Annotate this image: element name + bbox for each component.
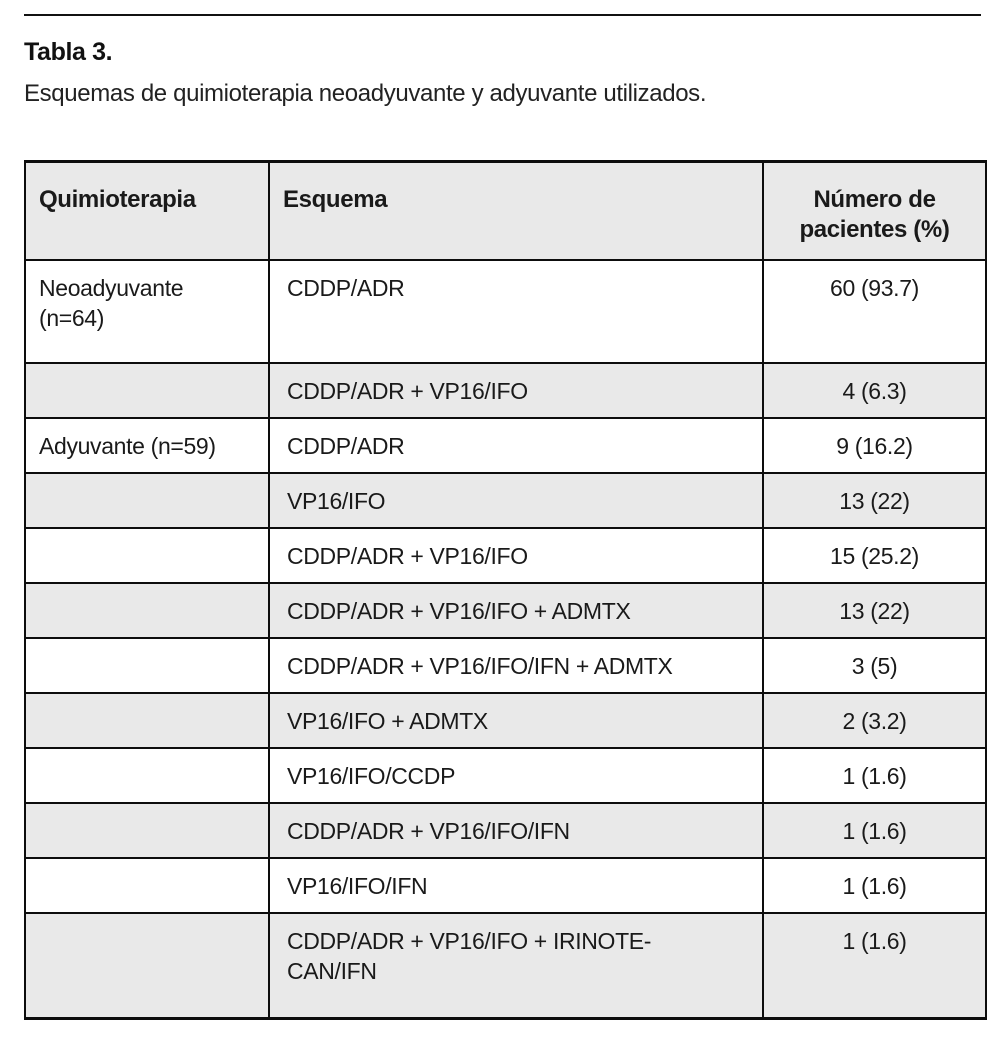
cell-quimioterapia [24, 362, 270, 419]
table-title: Tabla 3. [24, 38, 113, 66]
table-row: CDDP/ADR + VP16/IFO 4 (6.3) [24, 362, 987, 419]
cell-esquema: CDDP/ADR [268, 417, 764, 474]
cell-numero-pacientes: 15 (25.2) [762, 527, 987, 584]
cell-numero-pacientes: 2 (3.2) [762, 692, 987, 749]
cell-numero-pacientes: 1 (1.6) [762, 912, 987, 1020]
table-row: VP16/IFO/CCDP 1 (1.6) [24, 747, 987, 804]
cell-quimioterapia [24, 527, 270, 584]
table-row: VP16/IFO + ADMTX 2 (3.2) [24, 692, 987, 749]
cell-numero-pacientes: 13 (22) [762, 582, 987, 639]
cell-numero-pacientes: 1 (1.6) [762, 802, 987, 859]
table-row: CDDP/ADR + VP16/IFO + ADMTX 13 (22) [24, 582, 987, 639]
cell-esquema: CDDP/ADR + VP16/IFO/IFN + ADMTX [268, 637, 764, 694]
cell-quimioterapia [24, 582, 270, 639]
cell-quimioterapia [24, 747, 270, 804]
cell-esquema: CDDP/ADR + VP16/IFO/IFN [268, 802, 764, 859]
cell-esquema: CDDP/ADR + VP16/IFO [268, 527, 764, 584]
cell-esquema: CDDP/ADR + VP16/IFO + IRINOTE- CAN/IFN [268, 912, 764, 1020]
cell-quimioterapia: Neoadyuvante (n=64) [24, 259, 270, 364]
table-body: Neoadyuvante (n=64) CDDP/ADR 60 (93.7) C… [24, 259, 987, 1020]
cell-esquema: VP16/IFO/IFN [268, 857, 764, 914]
cell-esquema: CDDP/ADR + VP16/IFO [268, 362, 764, 419]
cell-numero-pacientes: 13 (22) [762, 472, 987, 529]
table-row: CDDP/ADR + VP16/IFO 15 (25.2) [24, 527, 987, 584]
column-header-numero-pacientes: Número de pacientes (%) [762, 160, 987, 261]
cell-esquema: CDDP/ADR [268, 259, 764, 364]
cell-numero-pacientes: 60 (93.7) [762, 259, 987, 364]
cell-quimioterapia [24, 472, 270, 529]
table-row: VP16/IFO/IFN 1 (1.6) [24, 857, 987, 914]
cell-quimioterapia [24, 637, 270, 694]
cell-esquema: VP16/IFO + ADMTX [268, 692, 764, 749]
cell-numero-pacientes: 1 (1.6) [762, 747, 987, 804]
top-divider-rule [24, 14, 981, 16]
table-caption: Esquemas de quimioterapia neoadyuvante y… [24, 80, 707, 107]
table-row: Neoadyuvante (n=64) CDDP/ADR 60 (93.7) [24, 259, 987, 364]
chemotherapy-table: Quimioterapia Esquema Número de paciente… [24, 160, 987, 1020]
table-row: Adyuvante (n=59) CDDP/ADR 9 (16.2) [24, 417, 987, 474]
cell-quimioterapia: Adyuvante (n=59) [24, 417, 270, 474]
cell-esquema: VP16/IFO [268, 472, 764, 529]
cell-esquema: CDDP/ADR + VP16/IFO + ADMTX [268, 582, 764, 639]
cell-quimioterapia [24, 802, 270, 859]
table-row: CDDP/ADR + VP16/IFO/IFN + ADMTX 3 (5) [24, 637, 987, 694]
cell-numero-pacientes: 1 (1.6) [762, 857, 987, 914]
cell-numero-pacientes: 9 (16.2) [762, 417, 987, 474]
table-row: VP16/IFO 13 (22) [24, 472, 987, 529]
cell-quimioterapia [24, 692, 270, 749]
column-header-esquema: Esquema [268, 160, 764, 261]
cell-esquema: VP16/IFO/CCDP [268, 747, 764, 804]
cell-numero-pacientes: 3 (5) [762, 637, 987, 694]
table-row: CDDP/ADR + VP16/IFO/IFN 1 (1.6) [24, 802, 987, 859]
column-header-quimioterapia: Quimioterapia [24, 160, 270, 261]
table-row: CDDP/ADR + VP16/IFO + IRINOTE- CAN/IFN 1… [24, 912, 987, 1020]
cell-numero-pacientes: 4 (6.3) [762, 362, 987, 419]
paper-table-figure: Tabla 3. Esquemas de quimioterapia neoad… [0, 14, 1004, 1058]
header-row: Quimioterapia Esquema Número de paciente… [24, 160, 987, 261]
table-header: Quimioterapia Esquema Número de paciente… [24, 160, 987, 261]
cell-quimioterapia [24, 857, 270, 914]
cell-quimioterapia [24, 912, 270, 1020]
